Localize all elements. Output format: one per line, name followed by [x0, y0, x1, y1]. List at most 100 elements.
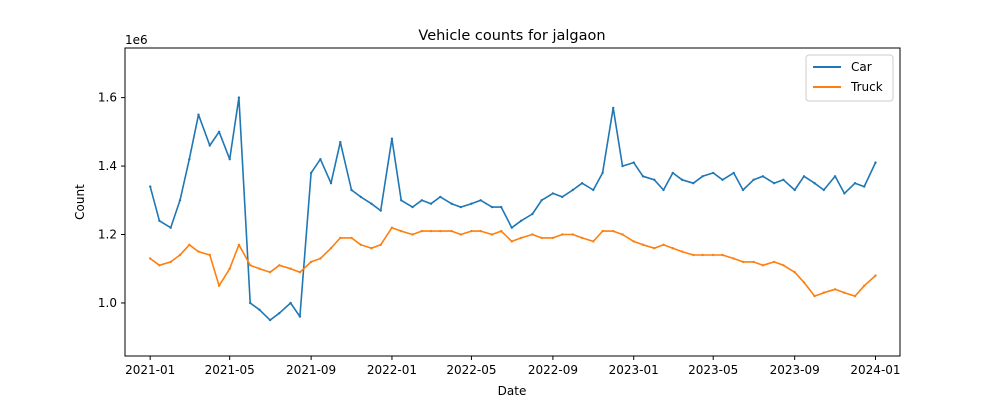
- data-point-truck: [772, 260, 776, 264]
- data-point-truck: [592, 240, 595, 243]
- data-point-truck: [289, 267, 292, 270]
- data-point-truck: [319, 257, 322, 260]
- data-point-car: [793, 188, 796, 192]
- data-point-truck: [863, 284, 866, 287]
- data-point-truck: [500, 229, 503, 233]
- x-tick-label: 2023-09: [770, 363, 820, 377]
- data-point-car: [169, 226, 172, 229]
- x-tick-label: 2022-05: [446, 363, 496, 377]
- data-point-truck: [490, 233, 494, 236]
- data-point-truck: [519, 236, 523, 240]
- data-point-car: [863, 185, 866, 188]
- data-point-truck: [822, 291, 825, 294]
- data-point-truck: [439, 229, 442, 233]
- x-axis-label: Date: [498, 384, 527, 398]
- data-point-truck: [178, 253, 182, 257]
- data-point-car: [621, 164, 624, 168]
- data-point-car: [370, 202, 373, 205]
- data-point-car: [653, 178, 656, 181]
- data-point-car: [319, 158, 322, 161]
- series-layer: [149, 96, 877, 322]
- data-point-truck: [450, 229, 453, 233]
- data-point-truck: [459, 233, 462, 236]
- data-point-car: [237, 96, 241, 99]
- data-point-car: [339, 140, 342, 144]
- data-point-car: [450, 202, 453, 205]
- data-point-truck: [853, 294, 857, 298]
- x-tick-label: 2021-05: [205, 363, 255, 377]
- data-point-car: [188, 158, 191, 161]
- data-point-truck: [479, 229, 482, 233]
- data-point-truck: [309, 260, 313, 264]
- data-point-car: [429, 202, 433, 205]
- data-point-car: [772, 182, 776, 185]
- data-point-car: [510, 226, 513, 229]
- data-point-car: [439, 195, 442, 199]
- data-point-car: [692, 182, 695, 185]
- data-point-truck: [411, 233, 414, 236]
- data-point-car: [671, 171, 674, 175]
- data-point-car: [721, 178, 724, 181]
- data-point-truck: [580, 236, 584, 240]
- data-point-car: [390, 137, 394, 140]
- data-point-truck: [833, 288, 837, 291]
- data-point-truck: [712, 253, 715, 257]
- data-point-truck: [278, 264, 281, 267]
- chart-title: Vehicle counts for jalgaon: [418, 28, 605, 44]
- legend-label-truck: Truck: [850, 80, 883, 94]
- data-point-truck: [359, 243, 362, 246]
- legend-label-car: Car: [851, 60, 872, 74]
- data-point-truck: [228, 267, 231, 270]
- data-point-truck: [692, 253, 695, 257]
- data-point-truck: [249, 264, 252, 267]
- data-point-car: [531, 212, 534, 216]
- x-tick-label: 2022-09: [528, 363, 578, 377]
- data-point-truck: [390, 226, 394, 229]
- y-axis-label: Count: [73, 184, 87, 220]
- legend-box: [805, 54, 894, 102]
- data-point-car: [278, 312, 281, 315]
- y-scale-label: 1e6: [125, 33, 148, 47]
- data-point-truck: [732, 257, 735, 260]
- data-point-car: [612, 106, 615, 110]
- data-point-truck: [149, 257, 152, 260]
- data-point-truck: [601, 229, 604, 233]
- data-point-truck: [470, 229, 473, 233]
- data-point-car: [309, 171, 313, 175]
- data-point-car: [258, 308, 261, 311]
- y-tick-label: 1.6: [98, 91, 117, 105]
- data-point-car: [400, 199, 403, 202]
- data-point-car: [519, 219, 523, 222]
- data-point-car: [833, 175, 837, 178]
- data-point-car: [571, 188, 574, 192]
- data-point-car: [359, 195, 362, 199]
- data-point-truck: [843, 291, 846, 294]
- plot-frame: [124, 47, 901, 357]
- data-point-car: [813, 182, 816, 185]
- data-point-car: [420, 199, 423, 202]
- x-tick-label: 2021-01: [125, 363, 175, 377]
- data-point-car: [822, 188, 825, 192]
- data-point-car: [268, 318, 272, 322]
- data-point-truck: [370, 247, 373, 250]
- data-point-truck: [268, 271, 272, 274]
- data-point-truck: [551, 236, 555, 240]
- data-point-car: [228, 158, 231, 161]
- data-point-truck: [721, 253, 724, 257]
- data-point-truck: [621, 233, 624, 236]
- data-point-truck: [662, 243, 665, 246]
- data-point-truck: [671, 247, 674, 250]
- data-point-truck: [400, 229, 403, 233]
- data-point-car: [580, 182, 584, 185]
- data-point-truck: [510, 240, 513, 243]
- data-point-truck: [197, 250, 200, 253]
- data-point-truck: [339, 236, 342, 240]
- data-point-car: [592, 188, 595, 192]
- y-tick-label: 1.2: [98, 228, 117, 242]
- data-point-truck: [169, 260, 172, 264]
- data-point-car: [208, 144, 211, 147]
- data-point-car: [561, 195, 564, 199]
- data-point-truck: [540, 236, 543, 240]
- data-point-truck: [561, 233, 564, 236]
